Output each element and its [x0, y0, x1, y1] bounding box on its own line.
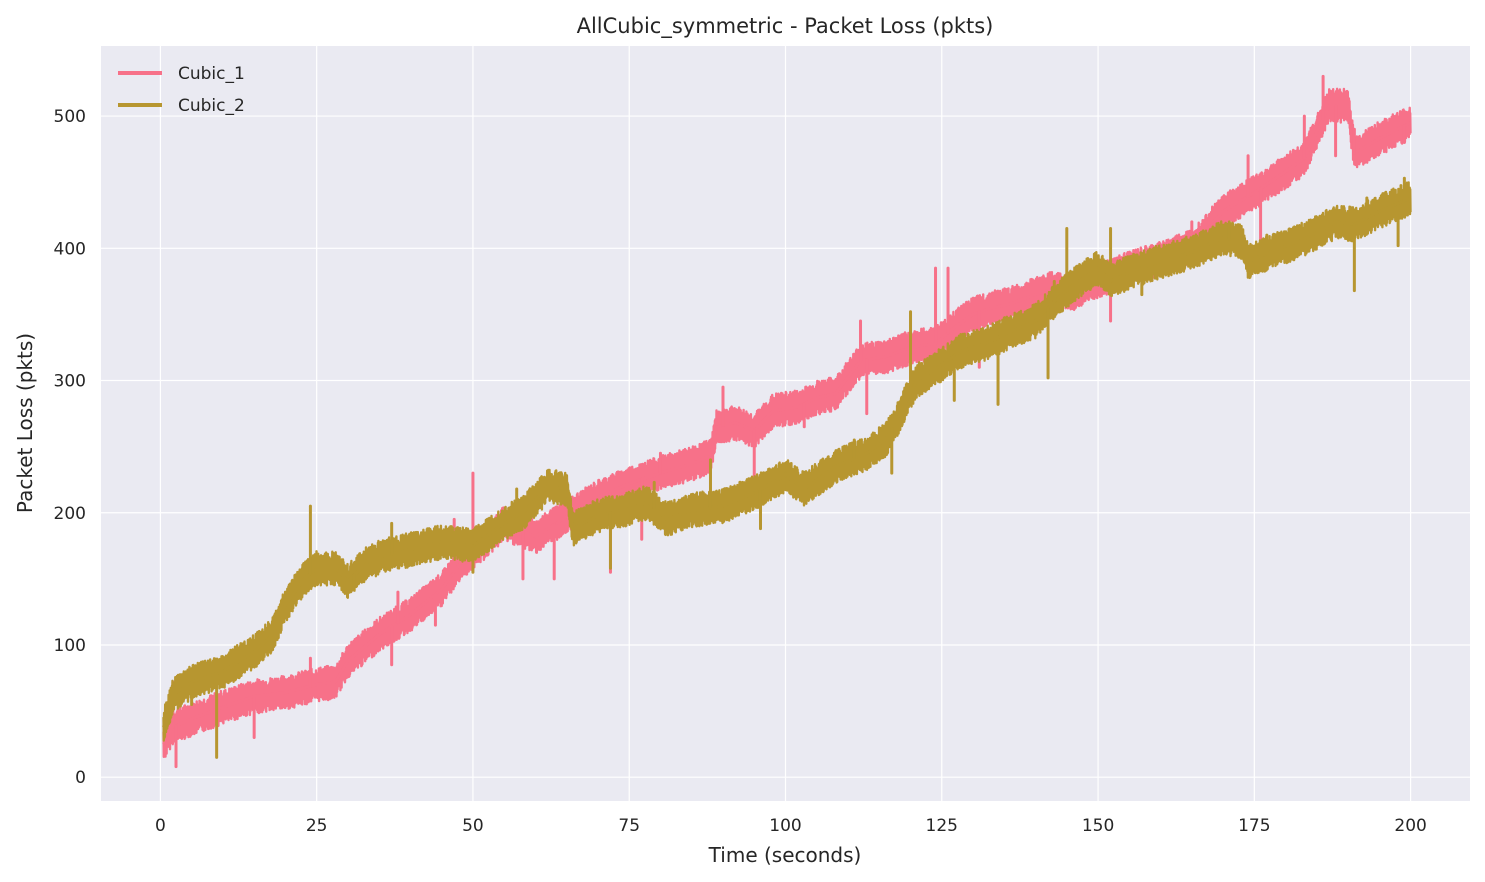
- chart-title: AllCubic_symmetric - Packet Loss (pkts): [577, 14, 994, 39]
- y-axis-label: Packet Loss (pkts): [13, 333, 37, 513]
- x-tick-label: 75: [618, 816, 640, 836]
- y-tick-label: 0: [75, 768, 86, 788]
- legend-label-cubic-2: Cubic_2: [178, 96, 245, 116]
- x-tick-label: 25: [306, 816, 328, 836]
- x-tick-label: 0: [155, 816, 166, 836]
- series-layer: [162, 74, 1412, 769]
- y-tick-label: 400: [54, 239, 86, 259]
- x-tick-label: 150: [1082, 816, 1114, 836]
- x-tick-label: 100: [769, 816, 801, 836]
- x-axis-label: Time (seconds): [708, 843, 862, 867]
- y-tick-label: 100: [54, 636, 86, 656]
- y-tick-label: 300: [54, 372, 86, 392]
- series-trend-cubic-1: [162, 104, 1412, 745]
- series-cubic-2: [162, 176, 1412, 759]
- x-tick-label: 200: [1394, 816, 1426, 836]
- x-tick-label: 175: [1238, 816, 1270, 836]
- y-tick-label: 200: [54, 504, 86, 524]
- x-tick-label: 125: [926, 816, 958, 836]
- grid: [101, 46, 1470, 801]
- y-tick-label: 500: [54, 107, 86, 127]
- legend-label-cubic-1: Cubic_1: [178, 64, 245, 84]
- legend: Cubic_1 Cubic_2: [118, 64, 245, 116]
- ticks: 0 25 50 75 100 125 150 175 200 0 100 200 300 400 500: [54, 107, 1427, 836]
- x-tick-label: 50: [462, 816, 484, 836]
